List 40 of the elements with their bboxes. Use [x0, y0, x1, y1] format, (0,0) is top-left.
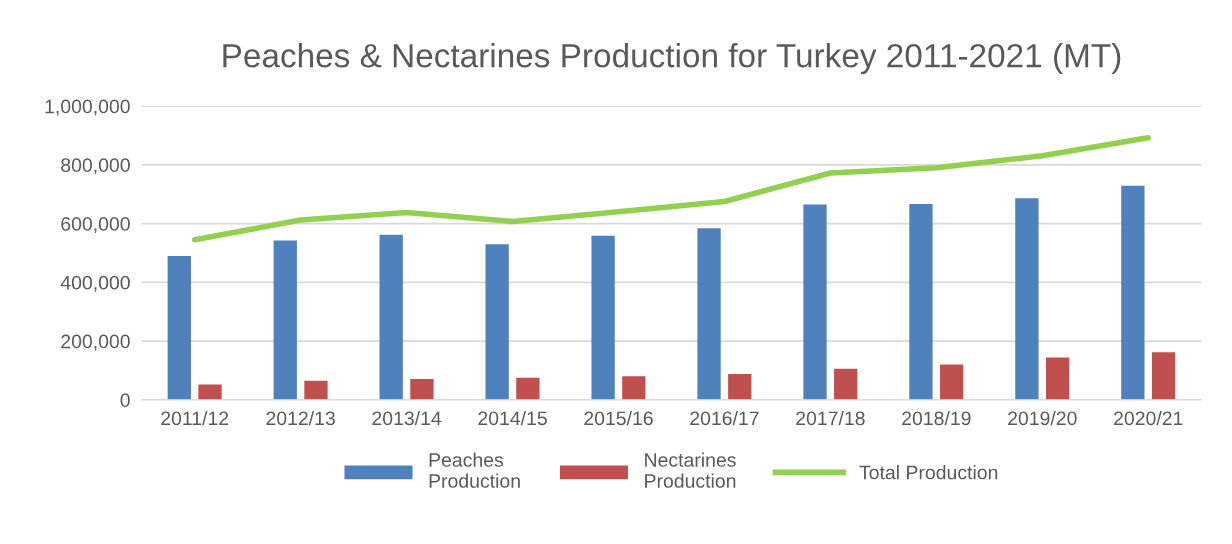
- x-tick-label: 2016/17: [690, 410, 759, 426]
- bar: [728, 373, 752, 400]
- bar: [1151, 352, 1176, 400]
- x-tick-label: 2018/19: [902, 410, 971, 426]
- bar: [1121, 185, 1145, 400]
- legend-label: Nectarines Production: [645, 452, 736, 488]
- y-tick-label: 200,000: [61, 334, 130, 351]
- y-tick-label: 400,000: [60, 275, 130, 292]
- x-tick-label: 2011/12: [161, 410, 229, 426]
- bar: [803, 204, 827, 400]
- x-tick-label: 2017/18: [796, 410, 865, 426]
- x-tick-label: 2020/21: [1114, 410, 1183, 426]
- bar: [304, 380, 328, 400]
- y-tick-label: 800,000: [61, 158, 130, 175]
- bar: [834, 368, 858, 400]
- bar: [167, 255, 191, 400]
- x-tick-label: 2015/16: [584, 410, 653, 426]
- x-tick-label: 2014/15: [478, 410, 547, 426]
- y-tick-label: 600,000: [61, 217, 130, 234]
- bar: [1015, 198, 1039, 400]
- x-tick-label: 2019/20: [1008, 410, 1077, 426]
- bar: [485, 244, 509, 400]
- bar: [198, 384, 222, 400]
- bar: [591, 235, 615, 400]
- bar: [940, 364, 964, 400]
- y-tick-label: 0: [120, 393, 130, 408]
- legend-label: Total Production: [859, 465, 998, 480]
- bar: [273, 240, 297, 400]
- bar: [909, 203, 933, 400]
- legend-label: Peaches Production: [429, 452, 520, 488]
- bar: [1045, 357, 1070, 400]
- bar: [622, 376, 646, 400]
- chart-title: Peaches & Nectarines Production for Turkey 2011-2021 (MT): [223, 43, 1121, 75]
- bar: [410, 378, 434, 400]
- y-tick-label: 1,000,000: [45, 99, 130, 116]
- x-tick-label: 2013/14: [372, 410, 442, 426]
- bar: [516, 377, 540, 400]
- bar: [697, 228, 721, 400]
- bar: [379, 234, 403, 400]
- x-tick-label: 2012/13: [266, 410, 335, 426]
